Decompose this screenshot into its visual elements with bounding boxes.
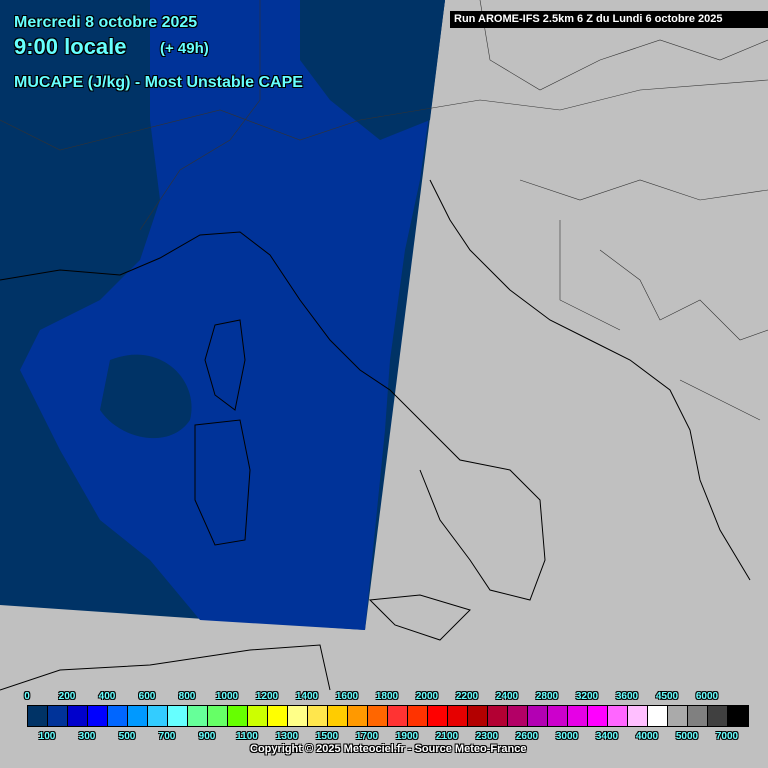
legend-label-bottom: 700 xyxy=(158,731,176,742)
legend-swatch xyxy=(648,706,668,726)
coastlines xyxy=(0,179,751,691)
legend-swatch xyxy=(528,706,548,726)
legend-label-top: 2200 xyxy=(455,691,479,702)
copyright: Copyright © 2025 Meteociel.fr - Source M… xyxy=(250,743,527,755)
legend-label-top: 6000 xyxy=(695,691,719,702)
legend-label-bottom: 7000 xyxy=(715,731,739,742)
legend-swatch xyxy=(248,706,268,726)
legend-swatch xyxy=(448,706,468,726)
legend-label-top: 1000 xyxy=(215,691,239,702)
cape-field-100-200 xyxy=(20,0,445,630)
legend-swatch xyxy=(208,706,228,726)
legend-swatch xyxy=(328,706,348,726)
color-legend xyxy=(27,705,749,727)
legend-label-top: 1600 xyxy=(335,691,359,702)
legend-swatch xyxy=(428,706,448,726)
legend-swatch xyxy=(708,706,728,726)
legend-label-bottom: 300 xyxy=(78,731,96,742)
legend-swatch xyxy=(68,706,88,726)
legend-label-top: 1800 xyxy=(375,691,399,702)
legend-swatch xyxy=(568,706,588,726)
legend-swatch xyxy=(608,706,628,726)
legend-swatch xyxy=(388,706,408,726)
cape-field-low-patch xyxy=(100,354,192,439)
legend-label-bottom: 100 xyxy=(38,731,56,742)
legend-swatch xyxy=(468,706,488,726)
legend-swatch xyxy=(228,706,248,726)
legend-label-top: 800 xyxy=(178,691,196,702)
legend-swatch xyxy=(168,706,188,726)
legend-label-bottom: 5000 xyxy=(675,731,699,742)
legend-label-top: 2400 xyxy=(495,691,519,702)
forecast-time: 9:00 locale xyxy=(14,34,127,59)
legend-label-bottom: 1100 xyxy=(236,731,258,742)
legend-swatch xyxy=(408,706,428,726)
legend-swatch xyxy=(288,706,308,726)
legend-swatch xyxy=(588,706,608,726)
legend-label-bottom: 1500 xyxy=(315,731,339,742)
legend-label-top: 600 xyxy=(138,691,156,702)
legend-label-top: 400 xyxy=(98,691,116,702)
legend-label-bottom: 900 xyxy=(198,731,216,742)
legend-label-top: 2800 xyxy=(535,691,559,702)
legend-swatch xyxy=(548,706,568,726)
legend-swatch xyxy=(48,706,68,726)
legend-label-top: 0 xyxy=(24,691,30,702)
legend-label-top: 1400 xyxy=(295,691,319,702)
legend-label-top: 3600 xyxy=(615,691,639,702)
lead-time: (+ 49h) xyxy=(160,40,209,57)
legend-swatch xyxy=(688,706,708,726)
legend-label-bottom: 2300 xyxy=(475,731,499,742)
legend-label-top: 1200 xyxy=(255,691,279,702)
legend-label-bottom: 3400 xyxy=(595,731,619,742)
legend-label-bottom: 2100 xyxy=(435,731,459,742)
legend-swatch xyxy=(128,706,148,726)
legend-label-top: 200 xyxy=(58,691,76,702)
run-info: Run AROME-IFS 2.5km 6 Z du Lundi 6 octob… xyxy=(450,11,768,28)
legend-swatch xyxy=(88,706,108,726)
legend-label-top: 3200 xyxy=(575,691,599,702)
legend-swatch xyxy=(108,706,128,726)
legend-swatch xyxy=(348,706,368,726)
legend-swatch xyxy=(508,706,528,726)
legend-swatch xyxy=(308,706,328,726)
legend-swatch xyxy=(28,706,48,726)
legend-label-bottom: 1300 xyxy=(275,731,299,742)
legend-label-bottom: 4000 xyxy=(635,731,659,742)
forecast-date: Mercredi 8 octobre 2025 xyxy=(14,14,198,31)
legend-label-top: 4500 xyxy=(655,691,679,702)
legend-label-bottom: 500 xyxy=(118,731,136,742)
legend-swatch xyxy=(268,706,288,726)
legend-swatch xyxy=(488,706,508,726)
legend-label-bottom: 1700 xyxy=(355,731,379,742)
legend-swatch xyxy=(628,706,648,726)
legend-swatch xyxy=(188,706,208,726)
legend-label-top: 2000 xyxy=(415,691,439,702)
cape-field-low-patch xyxy=(300,0,445,140)
legend-swatch xyxy=(668,706,688,726)
legend-label-bottom: 2600 xyxy=(515,731,539,742)
legend-swatch xyxy=(368,706,388,726)
legend-swatch xyxy=(148,706,168,726)
borders xyxy=(0,0,768,421)
legend-swatch xyxy=(728,706,748,726)
parameter-title: MUCAPE (J/kg) - Most Unstable CAPE xyxy=(14,74,303,91)
legend-label-bottom: 3000 xyxy=(555,731,579,742)
legend-label-bottom: 1900 xyxy=(395,731,419,742)
